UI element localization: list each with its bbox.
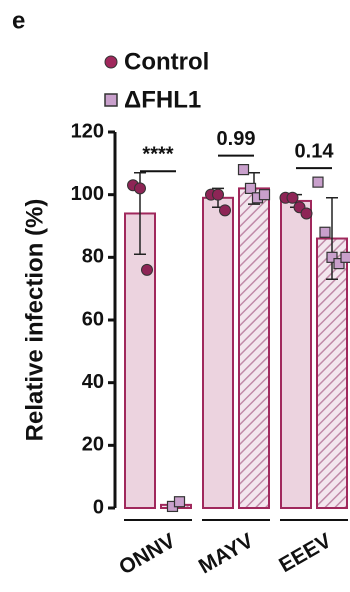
data-point xyxy=(319,226,331,238)
legend-marker xyxy=(104,55,118,69)
error-bar xyxy=(326,197,338,281)
data-point xyxy=(237,164,250,176)
panel-label: e xyxy=(12,7,25,34)
y-tick-label: 40 xyxy=(82,371,104,393)
y-tick-label: 60 xyxy=(82,308,104,330)
y-tick-label: 0 xyxy=(93,496,104,518)
bar xyxy=(280,199,312,510)
data-point xyxy=(312,176,324,188)
data-point xyxy=(258,189,271,201)
x-tick-label: ONNV xyxy=(115,529,179,579)
data-point xyxy=(286,191,299,204)
y-tick-label: 100 xyxy=(71,183,104,205)
significance-label: **** xyxy=(142,144,173,166)
y-tick-label: 20 xyxy=(82,434,104,456)
y-axis-title: Relative infection (%) xyxy=(21,199,48,442)
bar xyxy=(202,196,234,510)
y-tick-label: 80 xyxy=(82,246,104,268)
x-tick-label: EEEV xyxy=(275,529,335,577)
x-tick-label: MAYV xyxy=(195,529,257,578)
data-point xyxy=(173,496,186,508)
legend-label: Control xyxy=(124,48,209,75)
data-point xyxy=(219,204,231,217)
bar xyxy=(316,237,348,510)
data-point xyxy=(212,188,224,201)
data-point xyxy=(326,251,338,263)
data-point xyxy=(300,207,313,220)
data-point xyxy=(244,182,257,194)
data-point xyxy=(340,251,350,263)
bar xyxy=(238,187,270,509)
legend-marker xyxy=(104,93,118,107)
significance-label: 0.14 xyxy=(295,140,335,162)
data-point xyxy=(333,258,345,270)
y-tick-label: 120 xyxy=(71,120,104,142)
data-point xyxy=(134,182,146,195)
bar xyxy=(124,212,156,509)
legend-label: ΔFHL1 xyxy=(124,86,201,113)
data-point xyxy=(141,263,153,276)
significance-label: 0.99 xyxy=(217,128,256,150)
